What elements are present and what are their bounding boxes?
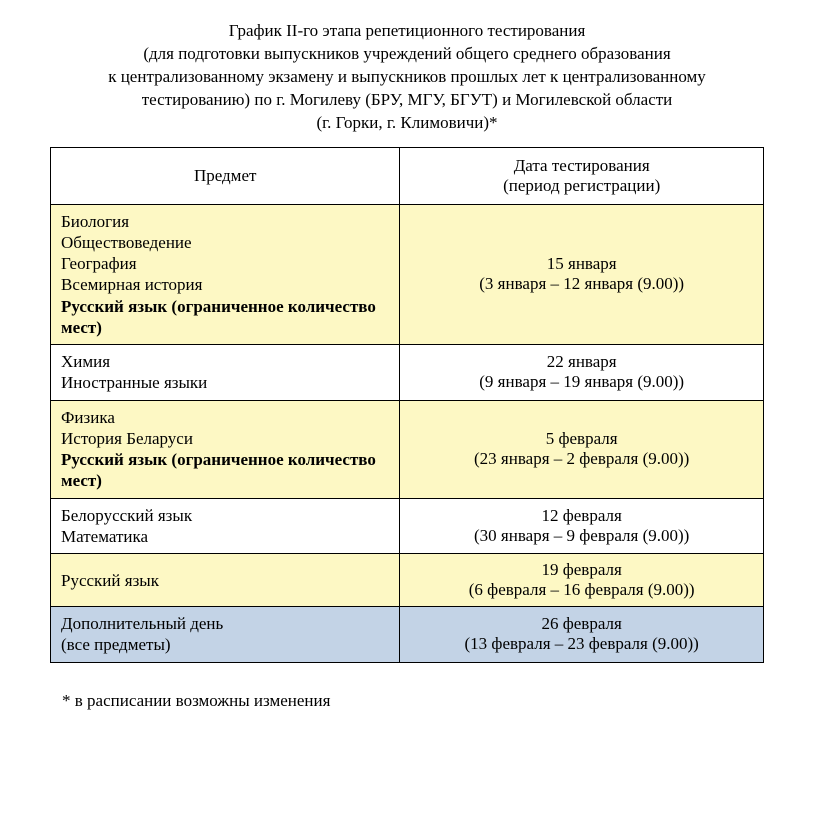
date-line1: 5 февраля	[546, 429, 618, 448]
date-line2: (30 января – 9 февраля (9.00))	[474, 526, 689, 545]
date-line1: 15 января	[547, 254, 617, 273]
subject-line: (все предметы)	[61, 634, 389, 655]
subject-line: Русский язык (ограниченное количество ме…	[61, 449, 389, 492]
title-line: тестированию) по г. Могилеву (БРУ, МГУ, …	[142, 90, 673, 109]
date-line2: (23 января – 2 февраля (9.00))	[474, 449, 689, 468]
header-date-line1: Дата тестирования	[514, 156, 650, 175]
header-subject: Предмет	[51, 147, 400, 204]
date-line1: 26 февраля	[542, 614, 622, 633]
subject-line: Дополнительный день	[61, 613, 389, 634]
date-line1: 12 февраля	[542, 506, 622, 525]
subject-line: Всемирная история	[61, 274, 389, 295]
table-header-row: Предмет Дата тестирования (период регист…	[51, 147, 764, 204]
table-row: ФизикаИстория БеларусиРусский язык (огра…	[51, 400, 764, 498]
date-cell: 12 февраля(30 января – 9 февраля (9.00))	[400, 498, 764, 554]
subject-line: Русский язык (ограниченное количество ме…	[61, 296, 389, 339]
date-line1: 19 февраля	[542, 560, 622, 579]
subject-cell: Дополнительный день(все предметы)	[51, 607, 400, 663]
document-title: График II-го этапа репетиционного тестир…	[37, 20, 777, 135]
table-row: ХимияИностранные языки22 января(9 января…	[51, 345, 764, 401]
header-date-line2: (период регистрации)	[503, 176, 660, 195]
schedule-table-container: Предмет Дата тестирования (период регист…	[50, 147, 764, 663]
schedule-table: Предмет Дата тестирования (период регист…	[50, 147, 764, 663]
subject-cell: Белорусский языкМатематика	[51, 498, 400, 554]
date-line2: (6 февраля – 16 февраля (9.00))	[469, 580, 695, 599]
subject-cell: ХимияИностранные языки	[51, 345, 400, 401]
date-line2: (3 января – 12 января (9.00))	[479, 274, 684, 293]
date-line2: (13 февраля – 23 февраля (9.00))	[465, 634, 699, 653]
title-line: (г. Горки, г. Климовичи)*	[316, 113, 497, 132]
table-row: Белорусский языкМатематика12 февраля(30 …	[51, 498, 764, 554]
title-line: График II-го этапа репетиционного тестир…	[229, 21, 586, 40]
date-cell: 5 февраля(23 января – 2 февраля (9.00))	[400, 400, 764, 498]
subject-line: Физика	[61, 407, 389, 428]
subject-line: Белорусский язык	[61, 505, 389, 526]
table-row: Русский язык 19 февраля(6 февраля – 16 фе…	[51, 554, 764, 607]
subject-cell: БиологияОбществоведениеГеографияВсемирна…	[51, 204, 400, 345]
date-cell: 22 января(9 января – 19 января (9.00))	[400, 345, 764, 401]
date-cell: 19 февраля(6 февраля – 16 февраля (9.00)…	[400, 554, 764, 607]
subject-line: Обществоведение	[61, 232, 389, 253]
date-cell: 26 февраля(13 февраля – 23 февраля (9.00…	[400, 607, 764, 663]
header-date: Дата тестирования (период регистрации)	[400, 147, 764, 204]
table-row: БиологияОбществоведениеГеографияВсемирна…	[51, 204, 764, 345]
date-line1: 22 января	[547, 352, 617, 371]
subject-line: География	[61, 253, 389, 274]
subject-line: История Беларуси	[61, 428, 389, 449]
date-line2: (9 января – 19 января (9.00))	[479, 372, 684, 391]
subject-line: Русский язык	[61, 570, 389, 591]
subject-line: Математика	[61, 526, 389, 547]
date-cell: 15 января(3 января – 12 января (9.00))	[400, 204, 764, 345]
footnote: * в расписании возможны изменения	[62, 691, 784, 711]
subject-line: Биология	[61, 211, 389, 232]
subject-cell: Русский язык	[51, 554, 400, 607]
title-line: к централизованному экзамену и выпускник…	[108, 67, 706, 86]
subject-cell: ФизикаИстория БеларусиРусский язык (огра…	[51, 400, 400, 498]
subject-line: Иностранные языки	[61, 372, 389, 393]
title-line: (для подготовки выпускников учреждений о…	[143, 44, 670, 63]
subject-line: Химия	[61, 351, 389, 372]
table-row: Дополнительный день(все предметы)26 февр…	[51, 607, 764, 663]
